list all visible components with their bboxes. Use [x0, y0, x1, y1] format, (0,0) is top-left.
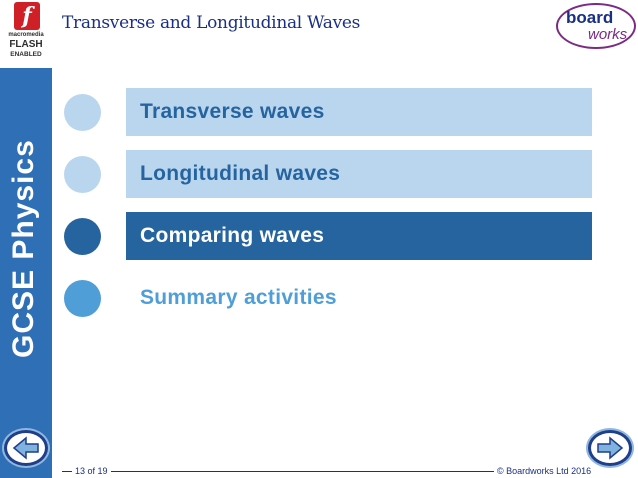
flash-f-icon: f [14, 2, 40, 30]
flash-badge-line1: macromedia [8, 32, 44, 38]
menu-item-label[interactable]: Transverse waves [126, 88, 592, 136]
menu-item-summary-activities[interactable]: Summary activities [64, 274, 592, 322]
next-slide-button[interactable] [588, 430, 632, 466]
menu-item-comparing-waves[interactable]: Comparing waves [64, 212, 592, 260]
boardworks-logo: board works [556, 3, 636, 49]
flash-badge-line3: ENABLED [10, 51, 42, 58]
copyright-notice: © Boardworks Ltd 2016 [494, 466, 595, 476]
flash-enabled-badge: f macromedia FLASH ENABLED [0, 0, 52, 68]
page-title: Transverse and Longitudinal Waves [62, 13, 361, 33]
menu-bullet-icon [64, 218, 101, 255]
menu-bullet-icon [64, 156, 101, 193]
page-number: 13 of 19 [72, 466, 111, 476]
menu-item-label[interactable]: Summary activities [140, 286, 337, 309]
logo-word-top: board [566, 8, 614, 27]
menu-bullet-icon [64, 280, 101, 317]
logo-word-bottom: works [588, 26, 628, 43]
left-sidebar: f macromedia FLASH ENABLED GCSE Physics [0, 0, 52, 478]
arrow-left-icon [12, 436, 39, 460]
arrow-right-icon [597, 436, 624, 460]
menu-item-label[interactable]: Comparing waves [126, 212, 592, 260]
subject-title: GCSE Physics [7, 139, 40, 358]
flash-badge-line2: FLASH [9, 39, 43, 50]
menu-item-transverse-waves[interactable]: Transverse waves [64, 88, 592, 136]
menu-bullet-icon [64, 94, 101, 131]
previous-slide-button[interactable] [4, 430, 48, 466]
menu-item-label[interactable]: Longitudinal waves [126, 150, 592, 198]
footer-divider [62, 471, 592, 472]
menu-item-longitudinal-waves[interactable]: Longitudinal waves [64, 150, 592, 198]
